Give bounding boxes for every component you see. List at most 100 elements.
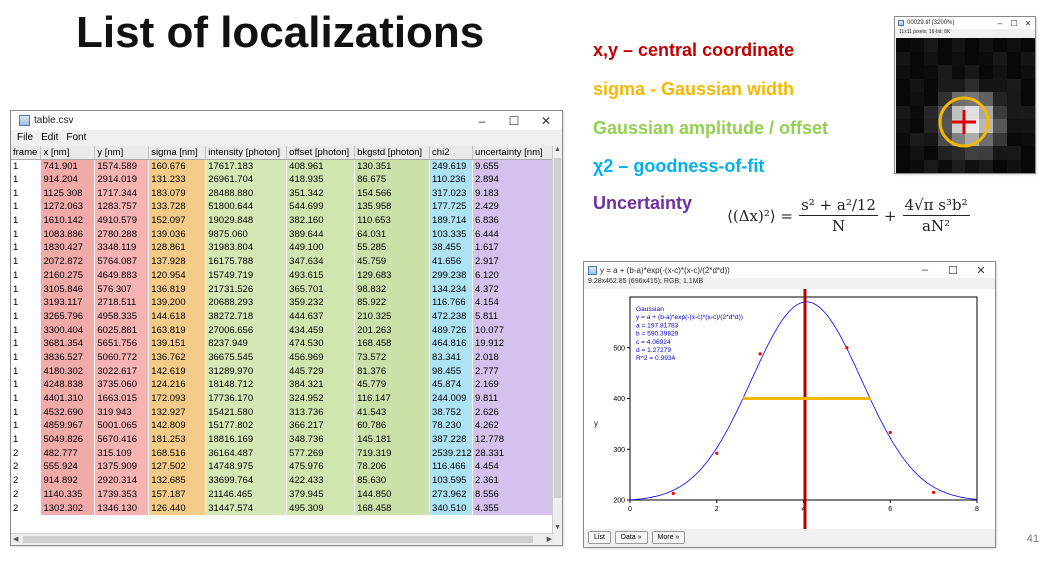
table-cell: 64.031: [354, 227, 431, 242]
column-header[interactable]: x [nm]: [40, 146, 96, 160]
maximize-button[interactable]: ☐: [508, 113, 520, 128]
column-header[interactable]: y [nm]: [94, 146, 150, 160]
table-cell: 1610.142: [40, 213, 96, 228]
table-cell: 139.200: [148, 295, 207, 310]
fit-text-line: R^2 = 0.9934: [636, 355, 676, 362]
column-header[interactable]: uncertainty [nm]: [472, 146, 554, 160]
menu-edit[interactable]: Edit: [41, 132, 59, 143]
table-cell: 313.736: [286, 405, 356, 420]
table-cell: 1272.063: [40, 200, 96, 214]
table-cell: 273.962: [429, 487, 474, 502]
image-info: 11x11 pixels; 16-bit; 8K: [895, 29, 1035, 37]
table-row[interactable]: 1 914.204 2914.019 131.233 26961.704 418.935 8…: [11, 172, 554, 187]
column-header[interactable]: sigma [nm]: [148, 146, 207, 160]
table-row[interactable]: 1 741.901 1574.589 160.676 17617.183 408.961 1…: [11, 159, 554, 173]
column-header[interactable]: intensity [photon]: [205, 146, 288, 160]
image-pixel: [965, 38, 980, 52]
plot-buttons: List Data » More »: [588, 531, 686, 544]
table-row[interactable]: 2 482.777 315.109 168.516 36164.487 577.269 71…: [11, 446, 554, 461]
table-row[interactable]: 1 3300.404 6025.881 163.819 27006.656 434.459…: [11, 323, 554, 337]
table-row[interactable]: 2 1140.335 1739.353 157.187 21146.465 379.945…: [11, 487, 554, 502]
table-row[interactable]: 1 4859.967 5001.065 142.809 15177.802 366.217…: [11, 419, 554, 433]
close-button[interactable]: ✕: [976, 264, 986, 277]
table-row[interactable]: 1 4401.310 1663.015 172.093 17736.170 324.952…: [11, 391, 554, 406]
column-header[interactable]: bkgstd [photon]: [354, 146, 431, 160]
hscroll-thumb[interactable]: [23, 536, 533, 543]
table-cell: 17736.170: [205, 391, 288, 406]
table-cell: 98.455: [429, 364, 474, 378]
image-pixel: [951, 105, 966, 119]
table-row[interactable]: 1 4180.302 3022.617 142.619 31289.970 445.729…: [11, 364, 554, 378]
table-window: table.csv – ☐ ✕ File Edit Font frame x [n…: [10, 110, 563, 546]
menu-font[interactable]: Font: [66, 132, 87, 143]
table-row[interactable]: 1 5049.826 5670.416 181.253 18816.169 348.736…: [11, 432, 554, 447]
x-tick-label: 8: [975, 506, 979, 513]
image-pixel: [896, 105, 910, 119]
more-button[interactable]: More »: [651, 531, 686, 544]
table-cell: 1375.909: [94, 460, 150, 474]
horizontal-scrollbar[interactable]: ◀ ▶: [11, 533, 554, 545]
table-row[interactable]: 1 3836.527 5060.772 136.762 36675.545 456.969…: [11, 350, 554, 365]
table-cell: 2539.212: [429, 446, 474, 461]
image-window-titlebar[interactable]: 00029.tif (3200%) – ☐ ✕: [895, 17, 1035, 29]
image-pixel: [965, 146, 980, 160]
column-header[interactable]: chi2: [429, 146, 474, 160]
table-row[interactable]: 1 1610.142 4910.579 152.097 19029.848 382.160…: [11, 213, 554, 228]
table-row[interactable]: 1 1830.427 3348.119 128.861 31983.804 449.100…: [11, 241, 554, 255]
table-cell: 1: [11, 268, 42, 283]
table-row[interactable]: 1 2072.872 5764.087 137.928 16175.788 347.634…: [11, 254, 554, 269]
table-row[interactable]: 1 4248.838 3735.060 124.216 18148.712 384.321…: [11, 378, 554, 392]
minimize-button[interactable]: –: [997, 18, 1003, 28]
table-row[interactable]: 2 914.892 2920.314 132.685 33699.764 422.433 8…: [11, 473, 554, 488]
table-row[interactable]: 1 3105.846 576.307 136.819 21731.526 365.701 9…: [11, 282, 554, 296]
image-pixel: [923, 146, 938, 160]
table-row[interactable]: 2 555.924 1375.909 127.502 14748.975 475.976 7…: [11, 460, 554, 474]
list-button[interactable]: List: [588, 531, 611, 544]
scroll-up-icon[interactable]: ▲: [554, 146, 561, 153]
table-row[interactable]: 1 1272.063 1283.757 133.728 51800.644 544.699…: [11, 200, 554, 214]
table-cell: 163.819: [148, 323, 207, 337]
table-row[interactable]: 1 1125.308 1717.344 183.079 28488.880 351.342…: [11, 186, 554, 201]
maximize-button[interactable]: ☐: [1010, 18, 1018, 28]
scroll-down-icon[interactable]: ▼: [554, 524, 561, 531]
maximize-button[interactable]: ☐: [948, 264, 958, 277]
table-row[interactable]: 1 1083.886 2780.288 139.036 9875.060 389.644 6…: [11, 227, 554, 242]
minimize-button[interactable]: –: [921, 264, 929, 276]
data-point: [888, 430, 892, 435]
table-row[interactable]: 1 3193.117 2718.511 139.200 20688.293 359.232…: [11, 295, 554, 310]
table-row[interactable]: 1 4532.690 319.943 132.927 15421.580 313.736 4…: [11, 405, 554, 420]
close-button[interactable]: ✕: [540, 113, 552, 128]
table-row[interactable]: 1 3265.796 4958.335 144.618 38272.718 444.637…: [11, 309, 554, 324]
scroll-right-icon[interactable]: ▶: [546, 536, 552, 543]
column-header[interactable]: offset [photon]: [286, 146, 356, 160]
data-button[interactable]: Data »: [614, 531, 648, 544]
menu-file[interactable]: File: [17, 132, 34, 143]
image-pixel: [1021, 38, 1035, 52]
close-button[interactable]: ✕: [1024, 18, 1032, 28]
image-pixel: [923, 38, 938, 52]
image-pixel: [909, 132, 924, 146]
minimize-button[interactable]: –: [478, 113, 486, 128]
table-window-titlebar[interactable]: table.csv – ☐ ✕: [11, 111, 562, 130]
table-row[interactable]: 1 2160.275 4649.883 120.954 15749.719 493.615…: [11, 268, 554, 283]
image-pixel: [965, 105, 980, 119]
scroll-left-icon[interactable]: ◀: [13, 536, 19, 543]
image-window: 00029.tif (3200%) – ☐ ✕ 11x11 pixels; 16…: [894, 16, 1036, 174]
pixel-image[interactable]: [896, 38, 1035, 173]
table-cell: 78.206: [354, 460, 431, 474]
image-pixel: [896, 65, 910, 79]
image-pixel: [909, 119, 924, 133]
table-row[interactable]: 2 1302.302 1346.130 126.440 31447.574 495.309…: [11, 501, 554, 515]
image-pixel: [979, 38, 994, 52]
image-pixel: [979, 159, 994, 173]
table-header-row: frame x [nm] y [nm] sigma [nm] intensity [ph…: [11, 146, 554, 160]
table-cell: 26961.704: [205, 172, 288, 187]
table-row[interactable]: 1 3681.354 5651.756 139.151 8237.949 474.530 1…: [11, 336, 554, 351]
plot-window-titlebar[interactable]: y = a + (b-a)*exp(-(x-c)*(x-c)/(2*d*d)) …: [584, 262, 995, 278]
scroll-thumb[interactable]: [554, 158, 561, 498]
table-cell: 120.954: [148, 268, 207, 283]
table-cell: 1: [11, 364, 42, 378]
table-cell: 1717.344: [94, 186, 150, 201]
vertical-scrollbar[interactable]: ▲ ▼: [552, 146, 562, 534]
column-header[interactable]: frame: [11, 146, 42, 160]
